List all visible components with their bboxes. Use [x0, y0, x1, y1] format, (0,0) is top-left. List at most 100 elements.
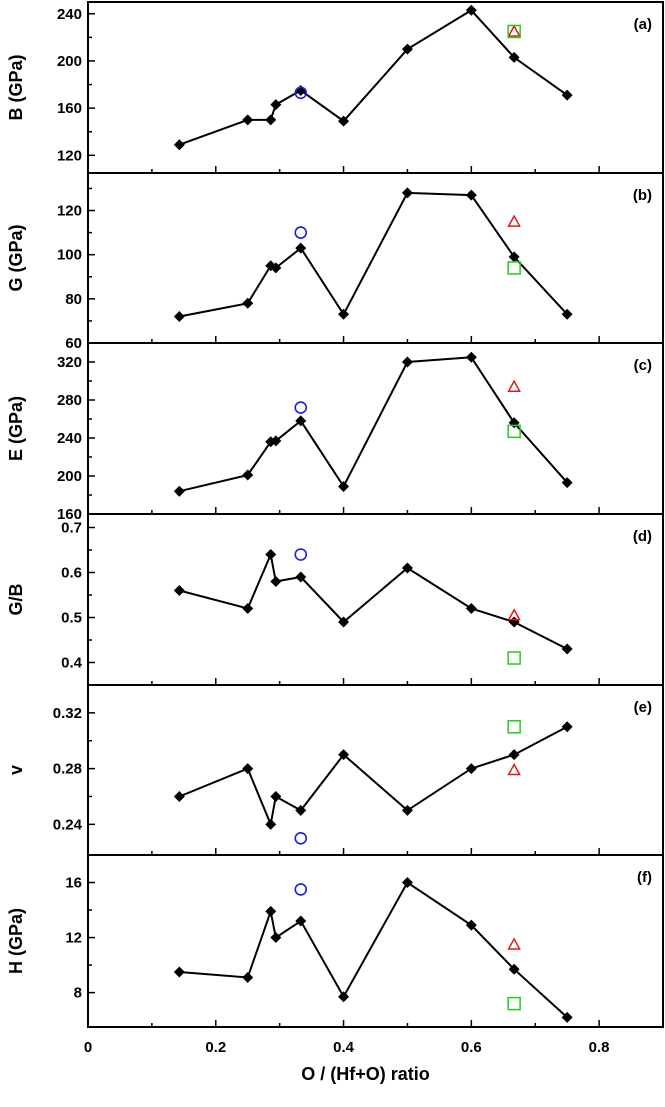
y-axis-title: v: [6, 765, 26, 775]
y-tick-label: 0.4: [61, 655, 83, 672]
data-point: [295, 415, 307, 427]
series-line: [179, 191, 568, 318]
y-axis-title: E (GPa): [6, 396, 26, 461]
data-point: [173, 311, 185, 323]
series-line: [179, 9, 568, 146]
data-point: [295, 571, 307, 583]
data-point: [265, 549, 277, 560]
y-axis-title: G (GPa): [6, 224, 26, 291]
reference-circle-marker: [294, 401, 308, 414]
reference-square-marker: [507, 651, 521, 665]
x-axis: 0 0.2 0.4 0.6 0.8 O / (Hf+O) ratio: [84, 1039, 610, 1084]
data-point: [270, 262, 282, 274]
plot-frame: [87, 342, 664, 515]
data-point: [242, 297, 254, 309]
data-point: [242, 114, 254, 126]
y-tick-label: 8: [74, 985, 82, 1002]
reference-square-marker: [507, 720, 521, 734]
x-tick-label: 0.6: [461, 1039, 482, 1056]
series-line: [179, 881, 568, 1019]
y-tick-label: 160: [57, 100, 82, 117]
reference-triangle-marker: [507, 24, 521, 37]
y-tick-label: 240: [57, 6, 82, 23]
data-point: [401, 187, 413, 199]
reference-triangle-marker: [507, 214, 521, 227]
data-point: [508, 749, 520, 761]
data-point: [173, 966, 185, 978]
data-point: [270, 576, 282, 587]
data-point: [295, 915, 307, 927]
reference-triangle-marker: [507, 937, 521, 950]
y-tick-label: 120: [57, 147, 82, 164]
data-point: [270, 99, 282, 111]
y-tick-label: 0.6: [61, 565, 82, 582]
x-axis-title: O / (Hf+O) ratio: [301, 1064, 430, 1084]
data-point: [465, 603, 477, 614]
data-point: [265, 818, 277, 830]
data-point: [561, 1011, 573, 1023]
panel-label: (e): [634, 699, 652, 716]
y-tick-label: 240: [57, 430, 82, 447]
panel-f: 8 12 16 H (GPa) (f): [6, 854, 664, 1028]
x-tick-label: 0: [84, 1039, 92, 1056]
data-point: [242, 469, 254, 481]
reference-square-marker: [507, 261, 521, 275]
reference-triangle-marker: [507, 608, 521, 621]
data-point: [338, 308, 350, 320]
data-point: [561, 721, 573, 733]
data-point: [465, 763, 477, 775]
y-tick-label: 0.7: [61, 520, 82, 537]
data-point: [295, 242, 307, 254]
x-tick-label: 0.2: [205, 1039, 226, 1056]
reference-square-marker: [507, 424, 521, 439]
data-point: [465, 351, 477, 363]
data-point: [242, 763, 254, 775]
panel-label: (f): [637, 869, 652, 886]
data-point: [401, 804, 413, 816]
y-tick-label: 320: [57, 354, 82, 371]
reference-circle-marker: [294, 883, 308, 896]
y-axis-title: B (GPa): [6, 54, 26, 120]
panel-label: (a): [634, 16, 652, 33]
data-point: [401, 562, 413, 574]
panel-b: 60 80 100 120 G (GPa) (b): [6, 172, 664, 352]
plot-frame: [87, 513, 664, 686]
data-point: [265, 905, 277, 917]
y-axis-title: G/B: [6, 583, 26, 615]
plot-frame: [87, 1, 664, 174]
y-tick-label: 100: [57, 247, 82, 264]
data-point: [173, 485, 185, 497]
data-point: [270, 932, 282, 944]
data-point: [465, 189, 477, 201]
data-point: [242, 603, 254, 614]
y-tick-label: 16: [65, 875, 82, 892]
y-tick-label: 200: [57, 53, 82, 70]
data-point: [465, 4, 477, 16]
data-point: [401, 356, 413, 368]
panel-e: 0.24 0.28 0.32 v (e): [6, 684, 664, 856]
y-tick-label: 0.5: [61, 610, 82, 627]
data-point: [401, 877, 413, 889]
data-point: [338, 616, 350, 628]
data-point: [242, 971, 254, 983]
data-point: [173, 139, 185, 151]
data-point: [561, 308, 573, 320]
y-tick-label: 12: [65, 930, 82, 947]
reference-circle-marker: [294, 226, 308, 239]
y-tick-label: 0.24: [53, 816, 83, 833]
data-point: [295, 804, 307, 816]
plot-frame: [87, 172, 664, 344]
y-tick-label: 200: [57, 468, 82, 485]
data-point: [561, 89, 573, 101]
data-point: [465, 919, 477, 931]
series-line: [179, 551, 568, 650]
data-point: [338, 991, 350, 1003]
y-tick-label: 160: [57, 506, 82, 523]
reference-square-marker: [507, 24, 521, 39]
series-line: [179, 725, 568, 828]
data-point: [173, 790, 185, 802]
reference-square-marker: [507, 996, 521, 1011]
panel-label: (b): [633, 187, 652, 204]
reference-circle-marker: [294, 548, 308, 561]
